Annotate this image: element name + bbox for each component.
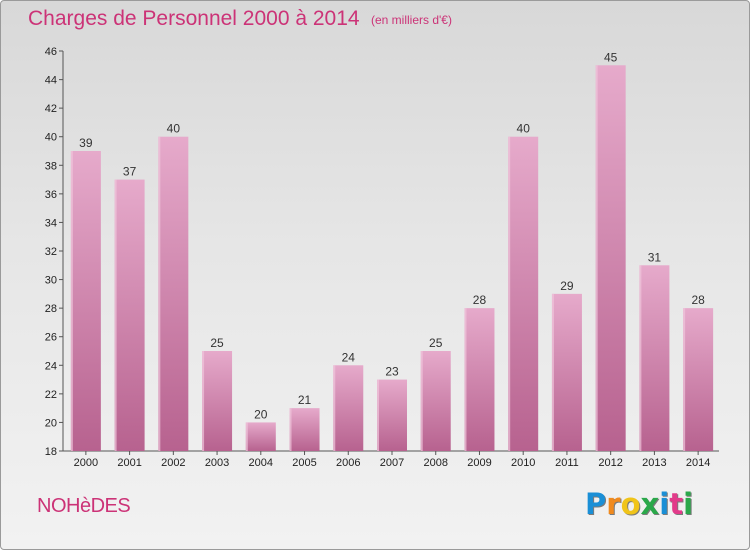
bar: [70, 151, 101, 451]
x-tick-label: 2011: [555, 457, 579, 469]
bar: [639, 265, 670, 451]
bar: [551, 293, 582, 451]
bar-highlight: [114, 179, 117, 452]
bar: [464, 308, 495, 451]
x-tick-label: 2001: [117, 457, 141, 469]
chart-subtitle: (en milliers d'€): [371, 13, 452, 27]
bar-highlight: [289, 408, 292, 451]
x-tick-label: 2002: [161, 457, 185, 469]
bar-value-label: 40: [517, 122, 531, 136]
x-tick-label: 2006: [336, 457, 360, 469]
y-tick-label: 32: [45, 246, 57, 258]
y-tick-label: 34: [45, 217, 57, 229]
x-tick-label: 2013: [642, 457, 666, 469]
bar-value-label: 20: [254, 407, 268, 421]
bar-value-label: 37: [123, 165, 137, 179]
x-tick-label: 2010: [511, 457, 535, 469]
bar-value-label: 31: [648, 250, 662, 264]
x-tick-label: 2012: [598, 457, 622, 469]
y-tick-label: 36: [45, 189, 57, 201]
bar-highlight: [333, 365, 336, 451]
bar-highlight: [551, 293, 554, 451]
bar-value-label: 25: [429, 336, 443, 350]
logo-letter: t: [669, 487, 684, 521]
bar-highlight: [464, 308, 467, 451]
bar-highlight: [202, 351, 205, 451]
bar-highlight: [70, 151, 73, 451]
bar-value-label: 28: [691, 293, 705, 307]
y-tick-label: 30: [45, 275, 57, 287]
bar-highlight: [377, 379, 379, 451]
y-tick-label: 40: [45, 132, 57, 144]
bar: [245, 422, 276, 451]
y-tick-label: 42: [45, 103, 57, 115]
bar-highlight: [639, 265, 642, 451]
x-tick-label: 2008: [423, 457, 447, 469]
x-tick-label: 2007: [380, 457, 404, 469]
bar: [683, 308, 714, 451]
bar-value-label: 40: [167, 122, 181, 136]
y-tick-label: 26: [45, 332, 57, 344]
bar: [158, 136, 189, 451]
x-tick-label: 2000: [74, 457, 98, 469]
logo-letter: x: [640, 487, 660, 521]
x-tick-label: 2003: [205, 457, 229, 469]
logo-letter: r: [606, 487, 621, 521]
bar: [114, 179, 145, 452]
bar-highlight: [508, 136, 511, 451]
bar-value-label: 25: [210, 336, 224, 350]
bar-value-label: 24: [342, 350, 356, 364]
logo-letter: P: [585, 487, 607, 521]
bar: [333, 365, 364, 451]
x-tick-label: 2009: [467, 457, 491, 469]
bar: [377, 379, 407, 451]
x-tick-label: 2014: [686, 457, 710, 469]
bar: [508, 136, 539, 451]
bar: [289, 408, 320, 451]
bar: [420, 351, 451, 451]
bar: [595, 65, 626, 452]
bar-value-label: 21: [298, 393, 312, 407]
bar-highlight: [683, 308, 686, 451]
chart-title: Charges de Personnel 2000 à 2014: [28, 7, 360, 30]
proxiti-logo[interactable]: Proxiti: [585, 487, 693, 521]
bar-highlight: [595, 65, 598, 452]
bar-value-label: 45: [604, 50, 618, 64]
logo-letter: i: [659, 487, 670, 521]
logo-letter: o: [620, 487, 641, 521]
y-tick-label: 18: [45, 446, 57, 458]
bar-value-label: 29: [560, 279, 574, 293]
x-tick-label: 2004: [249, 457, 273, 469]
y-tick-label: 20: [45, 417, 57, 429]
bar-highlight: [245, 422, 248, 451]
bar: [202, 351, 233, 451]
y-tick-label: 38: [45, 160, 57, 172]
y-tick-label: 22: [45, 389, 57, 401]
logo-letter: i: [683, 487, 694, 521]
y-tick-label: 24: [45, 360, 57, 372]
y-tick-label: 44: [45, 75, 57, 87]
y-tick-label: 28: [45, 303, 57, 315]
bar-highlight: [158, 136, 161, 451]
commune-name: NOHèDES: [37, 495, 131, 517]
bar-highlight: [420, 351, 423, 451]
y-tick-label: 46: [45, 46, 57, 58]
bar-value-label: 28: [473, 293, 487, 307]
x-tick-label: 2005: [292, 457, 316, 469]
bar-value-label: 39: [79, 136, 93, 150]
bar-value-label: 23: [385, 365, 399, 379]
